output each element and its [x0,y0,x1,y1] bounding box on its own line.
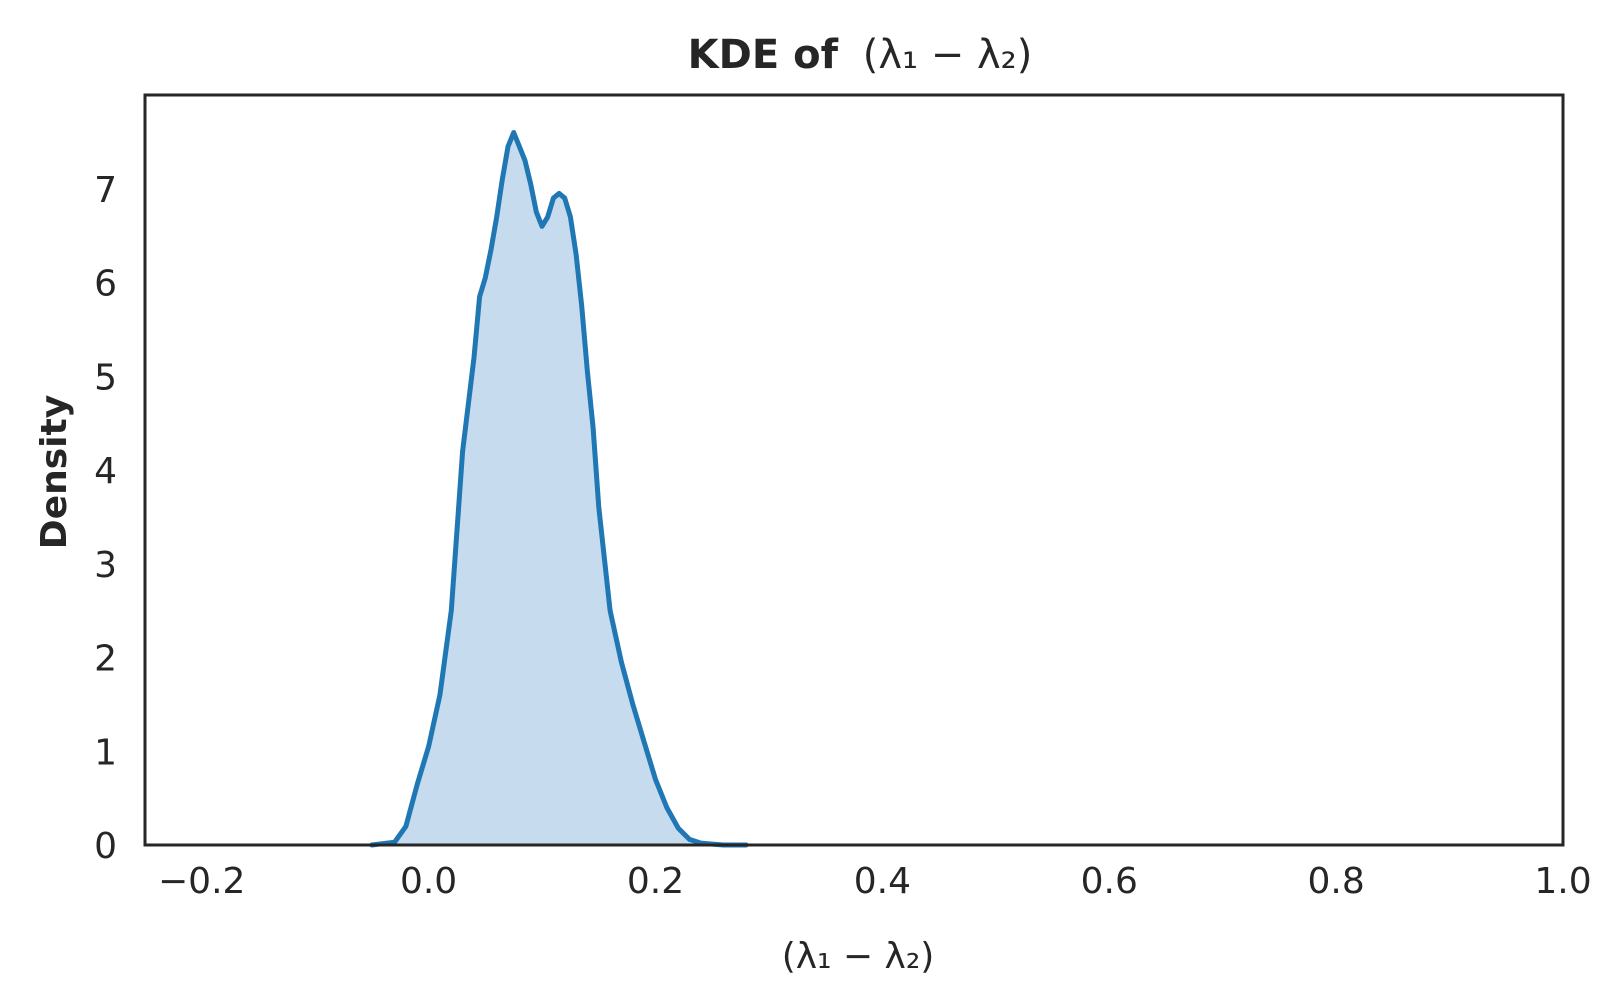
chart-title: KDE of (λ₁ − λ₂) [688,32,1033,78]
x-tick-label: 0.6 [1081,861,1138,902]
x-tick-label: 1.0 [1534,861,1591,902]
plot-area: −0.2 0.0 0.2 0.4 0.6 0.8 1.0 0 1 2 3 4 5 6 7 [94,93,1592,902]
x-tick-label: 0.2 [627,861,684,902]
kde-line-0 [369,130,749,848]
y-tick-label: 2 [94,639,117,680]
y-tick-label: 4 [94,451,117,492]
x-tick-label: 0.0 [400,861,457,902]
x-tick-label: −0.2 [158,861,245,902]
plot-frame [143,93,1565,847]
chart-title-math: (λ₁ − λ₂) [863,32,1033,78]
y-axis-label: Density [34,395,75,549]
y-tick-label: 0 [94,826,117,867]
x-tick-label: 0.8 [1307,861,1364,902]
y-tick-label: 7 [94,170,117,211]
y-tick-label: 5 [94,357,117,398]
y-tick-label: 3 [94,545,117,586]
x-tick-label: 0.4 [854,861,911,902]
x-axis-label: (λ₁ − λ₂) [782,936,935,977]
chart-title-bold: KDE of [688,32,839,78]
kde-fill-area-0 [371,132,747,845]
y-tick-label: 1 [94,732,117,773]
y-tick-label: 6 [94,264,117,305]
